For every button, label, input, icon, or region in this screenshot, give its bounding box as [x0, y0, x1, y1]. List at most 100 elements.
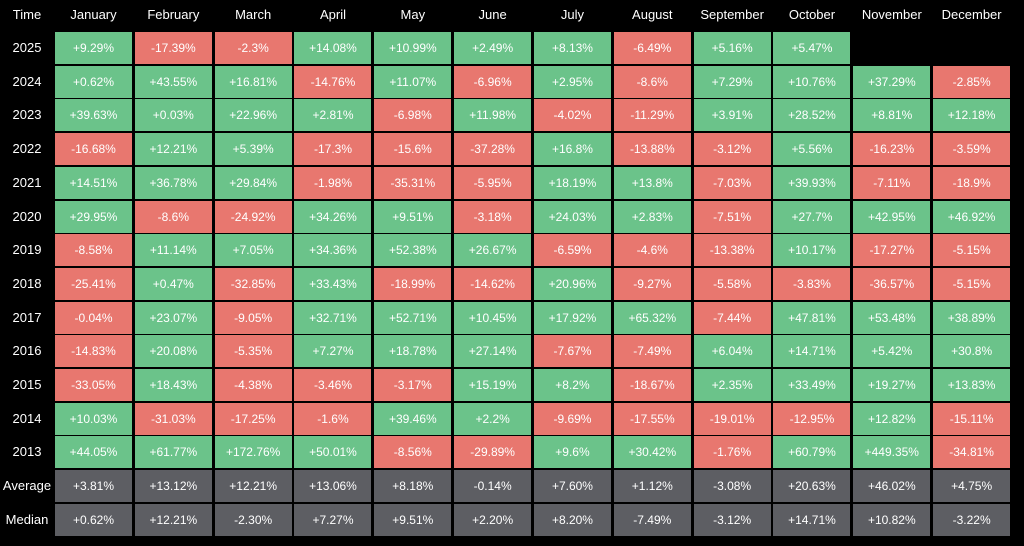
return-cell: +9.51% — [374, 200, 452, 233]
summary-cell: +14.71% — [773, 503, 851, 536]
return-cell: -25.41% — [55, 267, 132, 300]
return-cell: -35.31% — [374, 166, 452, 199]
return-cell: +46.92% — [933, 200, 1011, 233]
return-cell: -3.83% — [773, 267, 851, 300]
return-cell: +0.47% — [134, 267, 212, 300]
return-cell: +65.32% — [613, 301, 691, 334]
return-cell: +7.27% — [294, 335, 372, 368]
summary-cell: +12.21% — [214, 470, 292, 503]
return-cell: +32.71% — [294, 301, 372, 334]
return-cell: -2.85% — [933, 65, 1011, 98]
return-cell: -34.81% — [933, 436, 1011, 469]
return-cell: +61.77% — [134, 436, 212, 469]
return-cell: +26.67% — [454, 234, 532, 267]
summary-cell: -3.12% — [693, 503, 771, 536]
return-cell: +5.56% — [773, 133, 851, 166]
month-header: October — [788, 7, 836, 22]
return-cell: +2.95% — [533, 65, 611, 98]
return-cell: -17.27% — [853, 234, 931, 267]
summary-cell: +8.20% — [533, 503, 611, 536]
return-cell: -5.58% — [693, 267, 771, 300]
month-header: July — [560, 7, 585, 22]
return-cell: +2.49% — [454, 32, 532, 64]
summary-cell: +46.02% — [853, 470, 931, 503]
return-cell: +5.16% — [693, 32, 771, 64]
return-cell: -6.59% — [533, 234, 611, 267]
return-cell: +42.95% — [853, 200, 931, 233]
return-cell: -17.3% — [294, 133, 372, 166]
year-label: 2020 — [12, 208, 42, 224]
return-cell: +22.96% — [214, 99, 292, 132]
summary-cell: -3.08% — [693, 470, 771, 503]
return-cell: +27.7% — [773, 200, 851, 233]
return-cell: +29.95% — [55, 200, 132, 233]
return-cell: +14.71% — [773, 335, 851, 368]
return-cell: +15.19% — [454, 369, 532, 401]
year-label: 2013 — [12, 444, 42, 460]
summary-cell: +13.06% — [294, 470, 372, 503]
return-cell: +8.13% — [533, 32, 611, 64]
month-header: December — [941, 7, 1002, 22]
return-cell: +7.29% — [693, 65, 771, 98]
return-cell: +12.21% — [134, 133, 212, 166]
return-cell: +11.07% — [374, 65, 452, 98]
return-cell: +8.81% — [853, 99, 931, 132]
return-cell: -1.98% — [294, 166, 372, 199]
month-header: March — [235, 7, 272, 22]
return-cell: +8.2% — [533, 369, 611, 401]
year-label: 2024 — [12, 73, 42, 89]
summary-cell: +7.27% — [294, 503, 372, 536]
return-cell: +52.38% — [374, 234, 452, 267]
return-cell: -29.89% — [454, 436, 532, 469]
year-label: 2019 — [12, 242, 42, 258]
return-cell: +2.81% — [294, 99, 372, 132]
return-cell: +39.46% — [374, 402, 452, 435]
summary-cell: +1.12% — [613, 470, 691, 503]
return-cell: +5.39% — [214, 133, 292, 166]
return-cell: +18.78% — [374, 335, 452, 368]
return-cell: -14.62% — [454, 267, 532, 300]
summary-cell: +4.75% — [933, 470, 1011, 503]
return-cell: -8.6% — [613, 65, 691, 98]
return-cell: +10.03% — [55, 402, 132, 435]
summary-cell: -7.49% — [613, 503, 691, 536]
return-cell: -3.59% — [933, 133, 1011, 166]
return-cell: -14.83% — [55, 335, 132, 368]
return-cell: -14.76% — [294, 65, 372, 98]
return-cell: +18.43% — [134, 369, 212, 401]
return-cell: -16.23% — [853, 133, 931, 166]
corner-header: Time — [12, 7, 42, 22]
return-cell: +33.43% — [294, 267, 372, 300]
summary-cell: +20.63% — [773, 470, 851, 503]
return-cell: -7.03% — [693, 166, 771, 199]
return-cell: -8.56% — [374, 436, 452, 469]
return-cell: +11.14% — [134, 234, 212, 267]
return-cell: -12.95% — [773, 402, 851, 435]
return-cell: +172.76% — [214, 436, 292, 469]
summary-cell: +3.81% — [55, 470, 132, 503]
month-header: April — [319, 7, 346, 22]
year-label: 2014 — [12, 410, 42, 426]
summary-row-label: Average — [2, 478, 52, 494]
return-cell: -1.6% — [294, 402, 372, 435]
return-cell: +34.26% — [294, 200, 372, 233]
return-cell: -19.01% — [693, 402, 771, 435]
return-cell: +34.36% — [294, 234, 372, 267]
return-cell: +43.55% — [134, 65, 212, 98]
return-cell: +0.62% — [55, 65, 132, 98]
return-cell: -7.51% — [693, 200, 771, 233]
return-cell: -5.15% — [933, 267, 1011, 300]
return-cell: +60.79% — [773, 436, 851, 469]
year-label: 2017 — [12, 309, 42, 325]
return-cell: +53.48% — [853, 301, 931, 334]
return-cell: +6.04% — [693, 335, 771, 368]
return-cell: -8.58% — [55, 234, 132, 267]
return-cell: +17.92% — [533, 301, 611, 334]
return-cell: -3.17% — [374, 369, 452, 401]
return-cell: -4.38% — [214, 369, 292, 401]
summary-cell: +12.21% — [134, 503, 212, 536]
return-cell: +2.2% — [454, 402, 532, 435]
return-cell: +7.05% — [214, 234, 292, 267]
return-cell: +13.83% — [933, 369, 1011, 401]
return-cell: -7.11% — [853, 166, 931, 199]
